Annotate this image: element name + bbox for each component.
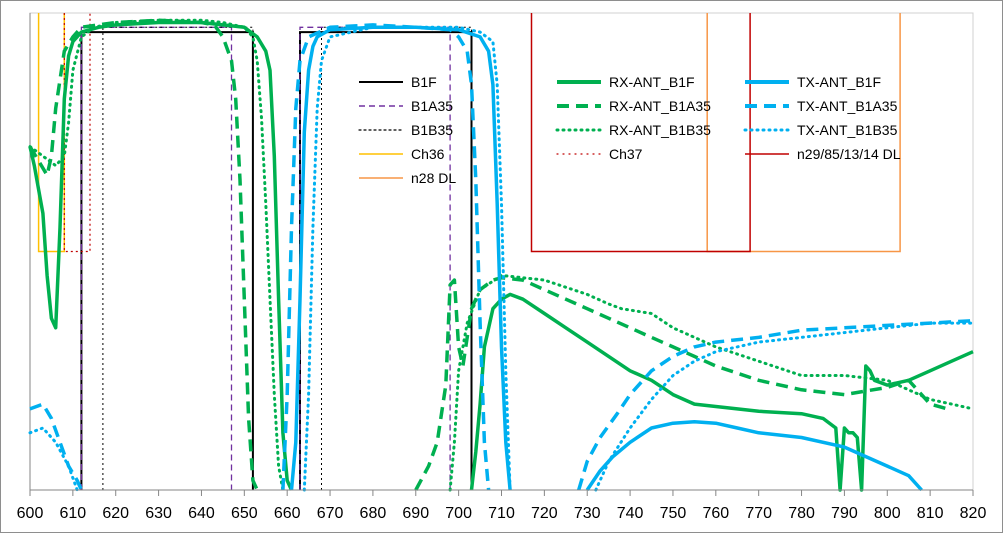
legend-label-n29-85-13-14-dl: n29/85/13/14 DL: [797, 146, 901, 162]
x-tick-label: 610: [60, 505, 87, 522]
x-tick-label: 650: [231, 505, 258, 522]
x-tick-label: 700: [445, 505, 472, 522]
series-rx-ant-b1b35: [28, 18, 285, 492]
legend-label-n28-dl: n28 DL: [411, 170, 456, 186]
legend-label-ch37: Ch37: [609, 146, 643, 162]
legend-label-b1b35: B1B35: [411, 122, 453, 138]
x-tick-label: 660: [274, 505, 301, 522]
x-tick-label: 690: [402, 505, 429, 522]
x-tick-label: 810: [917, 505, 944, 522]
legend-label-ch36: Ch36: [411, 146, 445, 162]
series-tx-ant-b1f: [585, 420, 923, 492]
x-tick-label: 710: [488, 505, 515, 522]
legend-label-tx-ant-b1f: TX-ANT_B1F: [797, 74, 881, 90]
series-rx-ant-b1f: [469, 292, 974, 492]
series-tx-ant-b1a35: [281, 23, 491, 491]
mask-n28-dl: [706, 13, 901, 253]
legend-label-b1f: B1F: [411, 74, 437, 90]
x-axis: 600 610 620 630 640 650 660 670 680 690 700 710 720 7…: [17, 489, 987, 522]
x-tick-label: 670: [317, 505, 344, 522]
legend-label-rx-ant-b1f: RX-ANT_B1F: [609, 74, 695, 90]
mask-n29-85-13-14-dl: [530, 13, 751, 253]
series-layer: [28, 13, 975, 492]
x-tick-label: 740: [617, 505, 644, 522]
x-tick-label: 800: [874, 505, 901, 522]
legend-label-tx-ant-b1b35: TX-ANT_B1B35: [797, 122, 898, 138]
x-tick-label: 640: [188, 505, 215, 522]
series-rx-ant-b1b35: [448, 273, 975, 492]
x-tick-label: 600: [17, 505, 44, 522]
x-tick-label: 790: [831, 505, 858, 522]
x-tick-label: 630: [145, 505, 172, 522]
mask-b1a35: [80, 26, 233, 490]
x-tick-label: 780: [788, 505, 815, 522]
mask-b1b35: [102, 26, 254, 490]
x-tick-label: 750: [660, 505, 687, 522]
series-rx-ant-b1f: [28, 20, 294, 491]
series-rx-ant-b1a35: [414, 275, 948, 491]
x-tick-label: 720: [531, 505, 558, 522]
x-tick-label: 680: [360, 505, 387, 522]
legend-label-rx-ant-b1b35: RX-ANT_B1B35: [609, 122, 711, 138]
legend: B1F B1A35 B1B35 Ch36 n28 DL RX-ANT_B1F RX-ANT_…: [358, 74, 901, 186]
mask-ch37: [63, 13, 91, 253]
legend-label-tx-ant-b1a35: TX-ANT_B1A35: [797, 98, 898, 114]
series-tx-ant-b1b35: [302, 25, 512, 492]
series-rx-ant-b1a35: [28, 18, 259, 491]
x-tick-label: 770: [745, 505, 772, 522]
x-tick-label: 820: [960, 505, 987, 522]
legend-label-b1a35: B1A35: [411, 98, 453, 114]
series-tx-ant-b1a35: [29, 402, 84, 491]
x-tick-label: 620: [102, 505, 129, 522]
legend-label-rx-ant-b1a35: RX-ANT_B1A35: [609, 98, 711, 114]
series-tx-ant-b1b35: [594, 321, 975, 492]
series-tx-ant-b1a35: [577, 318, 974, 491]
x-tick-label: 730: [574, 505, 601, 522]
x-tick-label: 760: [702, 505, 729, 522]
mask-b1b35: [321, 26, 472, 490]
series-tx-ant-b1b35: [28, 426, 79, 492]
